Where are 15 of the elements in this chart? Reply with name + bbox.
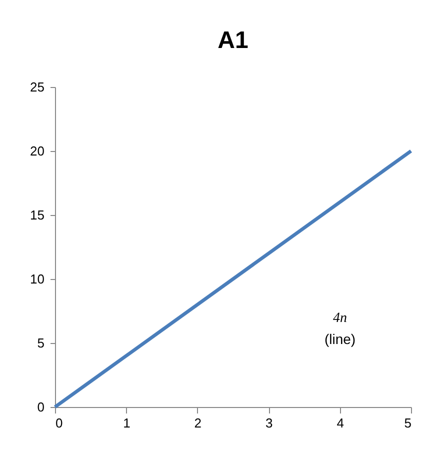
y-tick-label: 25 — [30, 80, 44, 94]
x-tick-label: 5 — [404, 416, 412, 430]
chart-title: A1 — [218, 27, 248, 54]
y-tick-label: 0 — [37, 400, 44, 414]
x-tick-label: 3 — [265, 416, 273, 430]
annotation: 4n — [333, 311, 347, 326]
x-tick-label: 4 — [336, 416, 344, 430]
x-tick-label: 2 — [194, 416, 202, 430]
y-tick-label: 20 — [30, 144, 44, 158]
x-tick-label: 1 — [123, 416, 130, 430]
x-tick-label: 0 — [56, 416, 63, 430]
y-tick-label: 15 — [30, 208, 44, 222]
annotation: (line) — [324, 331, 356, 347]
y-tick-label: 5 — [37, 336, 44, 350]
y-tick-label: 10 — [30, 272, 44, 286]
